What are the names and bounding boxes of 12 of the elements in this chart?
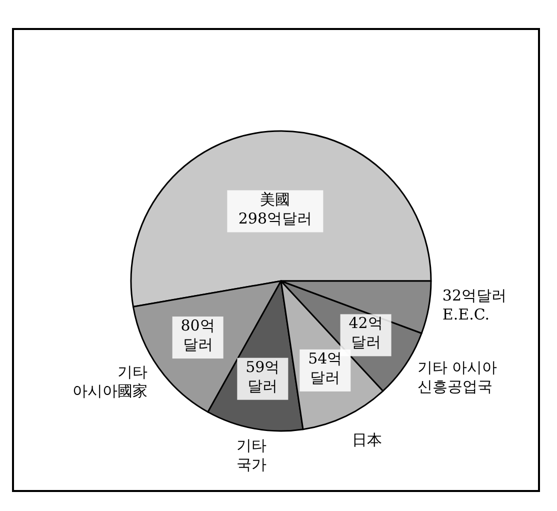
data-label: 42억달러 bbox=[348, 314, 383, 352]
data-label: 59억달러 bbox=[246, 358, 280, 395]
slice-label: E.E.C. bbox=[442, 306, 490, 324]
slice-label: 기타 국가 bbox=[236, 436, 267, 474]
data-label: 54억달러 bbox=[308, 349, 342, 386]
data-label: 32억달러 bbox=[442, 286, 507, 305]
data-label: 298억달러 bbox=[238, 209, 312, 228]
slice-label: 기타 아시아國家 bbox=[72, 362, 148, 400]
slice-label: 日本 bbox=[352, 431, 382, 450]
slice-label: 美國 bbox=[260, 190, 290, 208]
data-label: 80억달러 bbox=[180, 316, 215, 354]
slice-label: 기타 아시아 신흥공업국 bbox=[417, 358, 498, 396]
